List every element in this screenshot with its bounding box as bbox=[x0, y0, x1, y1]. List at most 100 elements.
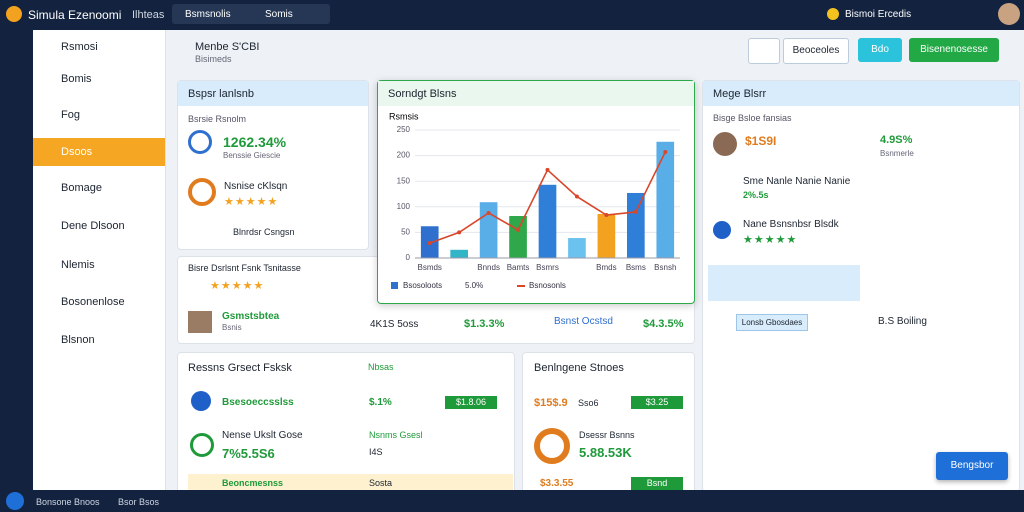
chart-title: Sorndgt Blsns bbox=[388, 88, 457, 100]
bar bbox=[656, 141, 675, 258]
stars: ★★★★★ bbox=[224, 196, 279, 208]
search[interactable]: Somis bbox=[265, 9, 293, 20]
check bbox=[713, 221, 731, 239]
tab[interactable]: Bsmsnolis bbox=[185, 9, 231, 20]
price: $1S9I bbox=[745, 134, 777, 148]
avatar bbox=[713, 132, 737, 156]
row: Bsesoeccsslss bbox=[222, 397, 294, 408]
legend-label: Bsosoloots bbox=[403, 281, 442, 290]
ring bbox=[534, 428, 570, 464]
user-name[interactable]: Bismoi Ercedis bbox=[845, 9, 912, 20]
label: Bsrsie Rsnolm bbox=[188, 114, 247, 124]
highlight-row bbox=[188, 474, 513, 490]
pct-sub: Bsnmerle bbox=[880, 149, 914, 158]
y-tick-label: 50 bbox=[401, 228, 410, 237]
line-point bbox=[457, 230, 462, 235]
icon bbox=[191, 391, 211, 411]
row: $3.3.55 bbox=[540, 478, 574, 489]
button[interactable]: Bisenenosesse bbox=[909, 38, 999, 62]
nav-item-active[interactable]: Dsoos bbox=[33, 138, 165, 166]
line-point bbox=[427, 241, 432, 246]
app-name: Simula Ezenoomi bbox=[28, 8, 122, 22]
panel-title: Mege Blsrr bbox=[713, 88, 767, 100]
nav-item[interactable]: Dene Dlsoon bbox=[61, 220, 125, 232]
coin bbox=[827, 8, 839, 20]
nav-item[interactable]: Bomis bbox=[61, 73, 92, 85]
item-value: 2%.5s bbox=[743, 190, 769, 200]
panel-sub: Bisge Bsloe fansias bbox=[713, 113, 792, 123]
tag[interactable]: Lonsb Gbosdaes bbox=[736, 314, 808, 331]
mid: 4K1S 5oss bbox=[370, 319, 419, 330]
line-point bbox=[545, 167, 550, 172]
line-point bbox=[486, 210, 491, 215]
row: Dsessr Bsnns bbox=[579, 430, 635, 440]
card-header bbox=[178, 81, 368, 106]
badge: $3.25 bbox=[631, 396, 683, 409]
help[interactable] bbox=[6, 492, 24, 510]
avatar[interactable] bbox=[998, 3, 1020, 25]
line-point bbox=[633, 209, 638, 214]
nav-item[interactable]: Bomage bbox=[61, 182, 102, 194]
value: $15$.9 bbox=[534, 397, 568, 409]
metric-sub: Benssie Giescie bbox=[223, 151, 281, 160]
nav-item[interactable]: Fog bbox=[61, 109, 80, 121]
nav-item[interactable]: Nlemis bbox=[61, 259, 95, 271]
line-point bbox=[516, 227, 521, 232]
bar bbox=[538, 184, 557, 258]
line-point bbox=[663, 150, 668, 155]
status: B.S Boiling bbox=[878, 316, 927, 327]
bar bbox=[568, 238, 586, 258]
footer-left: Bonsone Bnoos bbox=[36, 497, 100, 507]
logo bbox=[6, 6, 22, 22]
x-tick-label: Bsnsh bbox=[654, 263, 676, 272]
bar bbox=[627, 192, 645, 258]
row-right: Sosta bbox=[369, 478, 393, 488]
badge: $1.8.06 bbox=[445, 396, 497, 409]
panel-header bbox=[703, 81, 1019, 106]
icon-button[interactable] bbox=[748, 38, 780, 64]
legend-swatch bbox=[391, 282, 398, 289]
sub: Bsnis bbox=[222, 323, 242, 332]
bar bbox=[597, 213, 616, 258]
right-title: Bsnst Ocstsd bbox=[554, 316, 613, 327]
name: Nsnise cKlsqn bbox=[224, 181, 288, 192]
button[interactable]: Beoceoles bbox=[783, 38, 849, 64]
bar bbox=[479, 202, 498, 258]
icon-strip bbox=[708, 265, 860, 301]
y-tick-label: 200 bbox=[397, 151, 411, 160]
card bbox=[177, 352, 515, 494]
gauge bbox=[188, 130, 212, 154]
card-title: Bisre Dsrlsnt Fsnk Tsnitasse bbox=[188, 263, 301, 273]
line-point bbox=[574, 194, 579, 199]
chart: Rsmsis 0 50 100 150 200 250 Bsmds Bnnds Bamts Bsm… bbox=[389, 111, 680, 290]
metric: 1262.34% bbox=[223, 134, 287, 150]
y-tick-label: 250 bbox=[397, 125, 411, 134]
value: $1.3.3% bbox=[464, 318, 505, 330]
x-tick-label: Bamts bbox=[507, 263, 530, 272]
row-right: Nsnms Gsesl bbox=[369, 430, 423, 440]
page-title: Menbe S'CBI bbox=[195, 41, 260, 53]
legend-note: 5.0% bbox=[465, 281, 483, 290]
ring bbox=[188, 178, 216, 206]
button[interactable]: Bdo bbox=[858, 38, 902, 62]
nav-item[interactable]: Rsmosi bbox=[61, 41, 98, 53]
card-header bbox=[378, 81, 694, 106]
y-axis-label: Rsmsis bbox=[389, 111, 419, 121]
value-2: Sso6 bbox=[578, 398, 599, 408]
badge: Bsnd bbox=[631, 477, 683, 490]
footer: Blnrdsr Csngsn bbox=[233, 227, 295, 237]
tabs bbox=[172, 4, 330, 24]
menu[interactable]: Ilhteas bbox=[132, 9, 165, 21]
x-tick-label: Bmds bbox=[596, 263, 616, 272]
row-sub: I4S bbox=[369, 447, 383, 457]
footer bbox=[0, 490, 1024, 512]
card-title: Bspsr lanlsnb bbox=[188, 88, 255, 100]
sidebar bbox=[33, 30, 166, 490]
icon bbox=[190, 433, 214, 457]
nav-item[interactable]: Blsnon bbox=[61, 334, 95, 346]
row-value: $.1% bbox=[369, 397, 392, 408]
row: Nense Ukslt Gose bbox=[222, 430, 303, 441]
fab[interactable]: Bengsbor bbox=[936, 452, 1008, 480]
nav-item[interactable]: Bosonenlose bbox=[61, 296, 125, 308]
